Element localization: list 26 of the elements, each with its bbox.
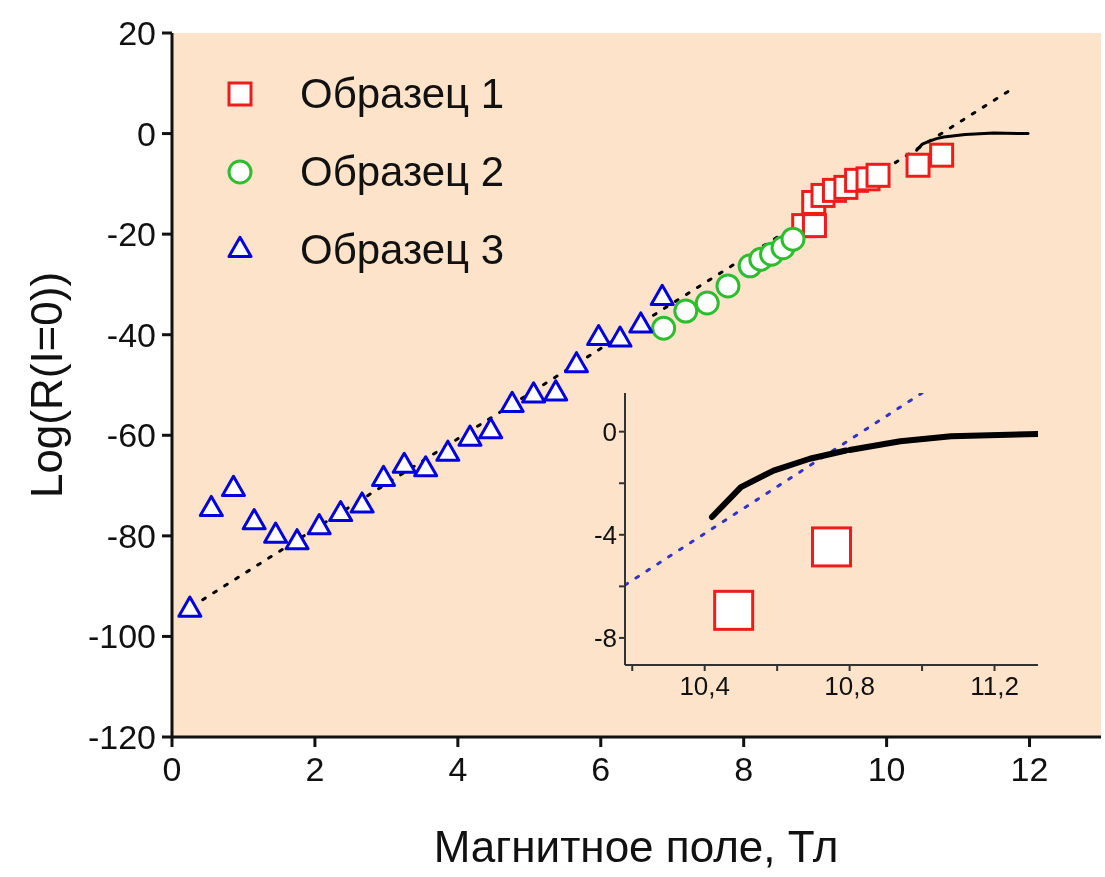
x-axis-title: Магнитное поле, Тл [433,822,839,871]
y-tick-label: -120 [87,718,156,757]
y-tick-label: -80 [106,516,156,555]
x-tick-label: 10 [867,750,906,789]
y-axis-title: Log(R(I=0)) [21,271,71,499]
y-tick-label: -20 [106,215,156,254]
y-tick-label: -40 [106,315,156,354]
y-tick-label: -100 [87,617,156,656]
x-tick-label: 8 [734,750,754,789]
x-tick-label: 12 [1010,750,1049,789]
x-tick-label: 6 [591,750,611,789]
y-tick-label: 20 [118,14,156,53]
x-tick-label: 11,2 [970,671,1019,702]
y-tick-label: 0 [602,416,617,447]
x-tick-label: 10,8 [824,671,875,702]
y-tick-label: 0 [137,114,156,153]
legend-label: Образец 3 [300,226,505,274]
y-tick-label: -8 [593,623,617,654]
legend-label: Образец 1 [300,70,505,118]
y-tick-label: -4 [593,520,617,551]
legend-label: Образец 2 [300,148,505,196]
x-tick-label: 10,4 [679,671,731,702]
y-tick-label: -60 [106,416,156,455]
x-tick-label: 0 [162,750,182,789]
x-tick-label: 2 [305,750,325,789]
x-tick-label: 4 [448,750,468,789]
